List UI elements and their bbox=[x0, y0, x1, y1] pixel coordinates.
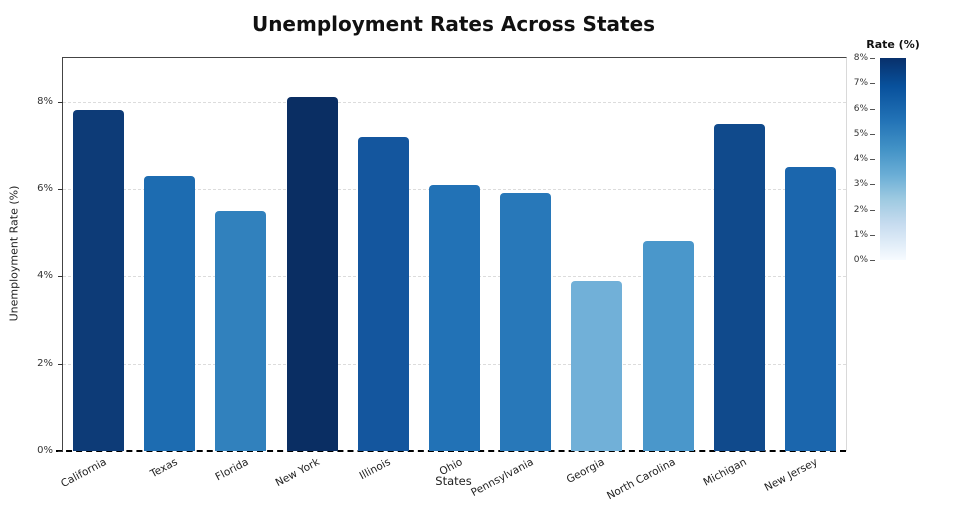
y-tick-label: 2% bbox=[37, 357, 53, 369]
bar-illinois bbox=[357, 136, 409, 451]
bar-georgia bbox=[571, 280, 623, 451]
bar-ohio bbox=[429, 184, 480, 451]
colorbar-tick-mark bbox=[870, 260, 875, 261]
y-tick-label: 0% bbox=[37, 445, 53, 456]
colorbar-title: Rate (%) bbox=[866, 38, 920, 51]
colorbar-tick-mark bbox=[870, 133, 875, 135]
bar-florida bbox=[215, 210, 267, 451]
colorbar-tick-label: 5% bbox=[853, 128, 868, 139]
colorbar-tick-mark bbox=[870, 108, 875, 110]
bar-new-york bbox=[286, 97, 338, 451]
colorbar-tick-label: 7% bbox=[853, 78, 868, 89]
y-tick-mark bbox=[58, 101, 63, 103]
chart-title: Unemployment Rates Across States bbox=[251, 12, 656, 36]
colorbar-tick-mark bbox=[870, 58, 875, 59]
colorbar-ticks: 8% 7% 6% 5% 4% 3% 2% 1% 0% bbox=[828, 53, 876, 265]
colorbar-tick-label: 2% bbox=[853, 204, 868, 215]
colorbar-tick-label: 8% bbox=[853, 53, 868, 63]
bar-michigan bbox=[713, 123, 765, 451]
y-tick-mark bbox=[58, 276, 63, 278]
bar-north-carolina bbox=[642, 241, 694, 451]
bar-texas bbox=[144, 175, 196, 451]
bar-pennsylvania bbox=[500, 193, 552, 451]
colorbar-tick-mark bbox=[870, 234, 875, 236]
bar-california bbox=[73, 110, 125, 451]
y-tick-label: 8% bbox=[37, 95, 53, 107]
colorbar-tick-label: 3% bbox=[853, 179, 868, 190]
colorbar-tick-mark bbox=[870, 83, 875, 85]
x-axis-label: States bbox=[435, 474, 472, 488]
y-tick-mark bbox=[58, 363, 63, 365]
y-tick-mark bbox=[58, 451, 63, 452]
colorbar-tick-label: 0% bbox=[853, 255, 868, 265]
colorbar-tick-label: 4% bbox=[853, 154, 868, 164]
y-tick-mark bbox=[58, 189, 63, 190]
plot-area: 0% 2% 4% 6% 8% California Texas Florida New York… bbox=[37, 57, 847, 502]
colorbar-tick-mark bbox=[870, 184, 875, 186]
colorbar-tick-mark bbox=[870, 159, 875, 160]
colorbar-tick-label: 6% bbox=[853, 103, 868, 114]
colorbar-gradient bbox=[880, 58, 906, 260]
gridline bbox=[63, 101, 846, 103]
y-tick-label: 6% bbox=[37, 183, 53, 194]
bar-new-jersey bbox=[784, 167, 836, 451]
y-tick-label: 4% bbox=[37, 270, 53, 282]
colorbar-tick-mark bbox=[870, 209, 875, 211]
colorbar-tick-label: 1% bbox=[853, 229, 868, 240]
x-axis-baseline bbox=[56, 450, 846, 452]
